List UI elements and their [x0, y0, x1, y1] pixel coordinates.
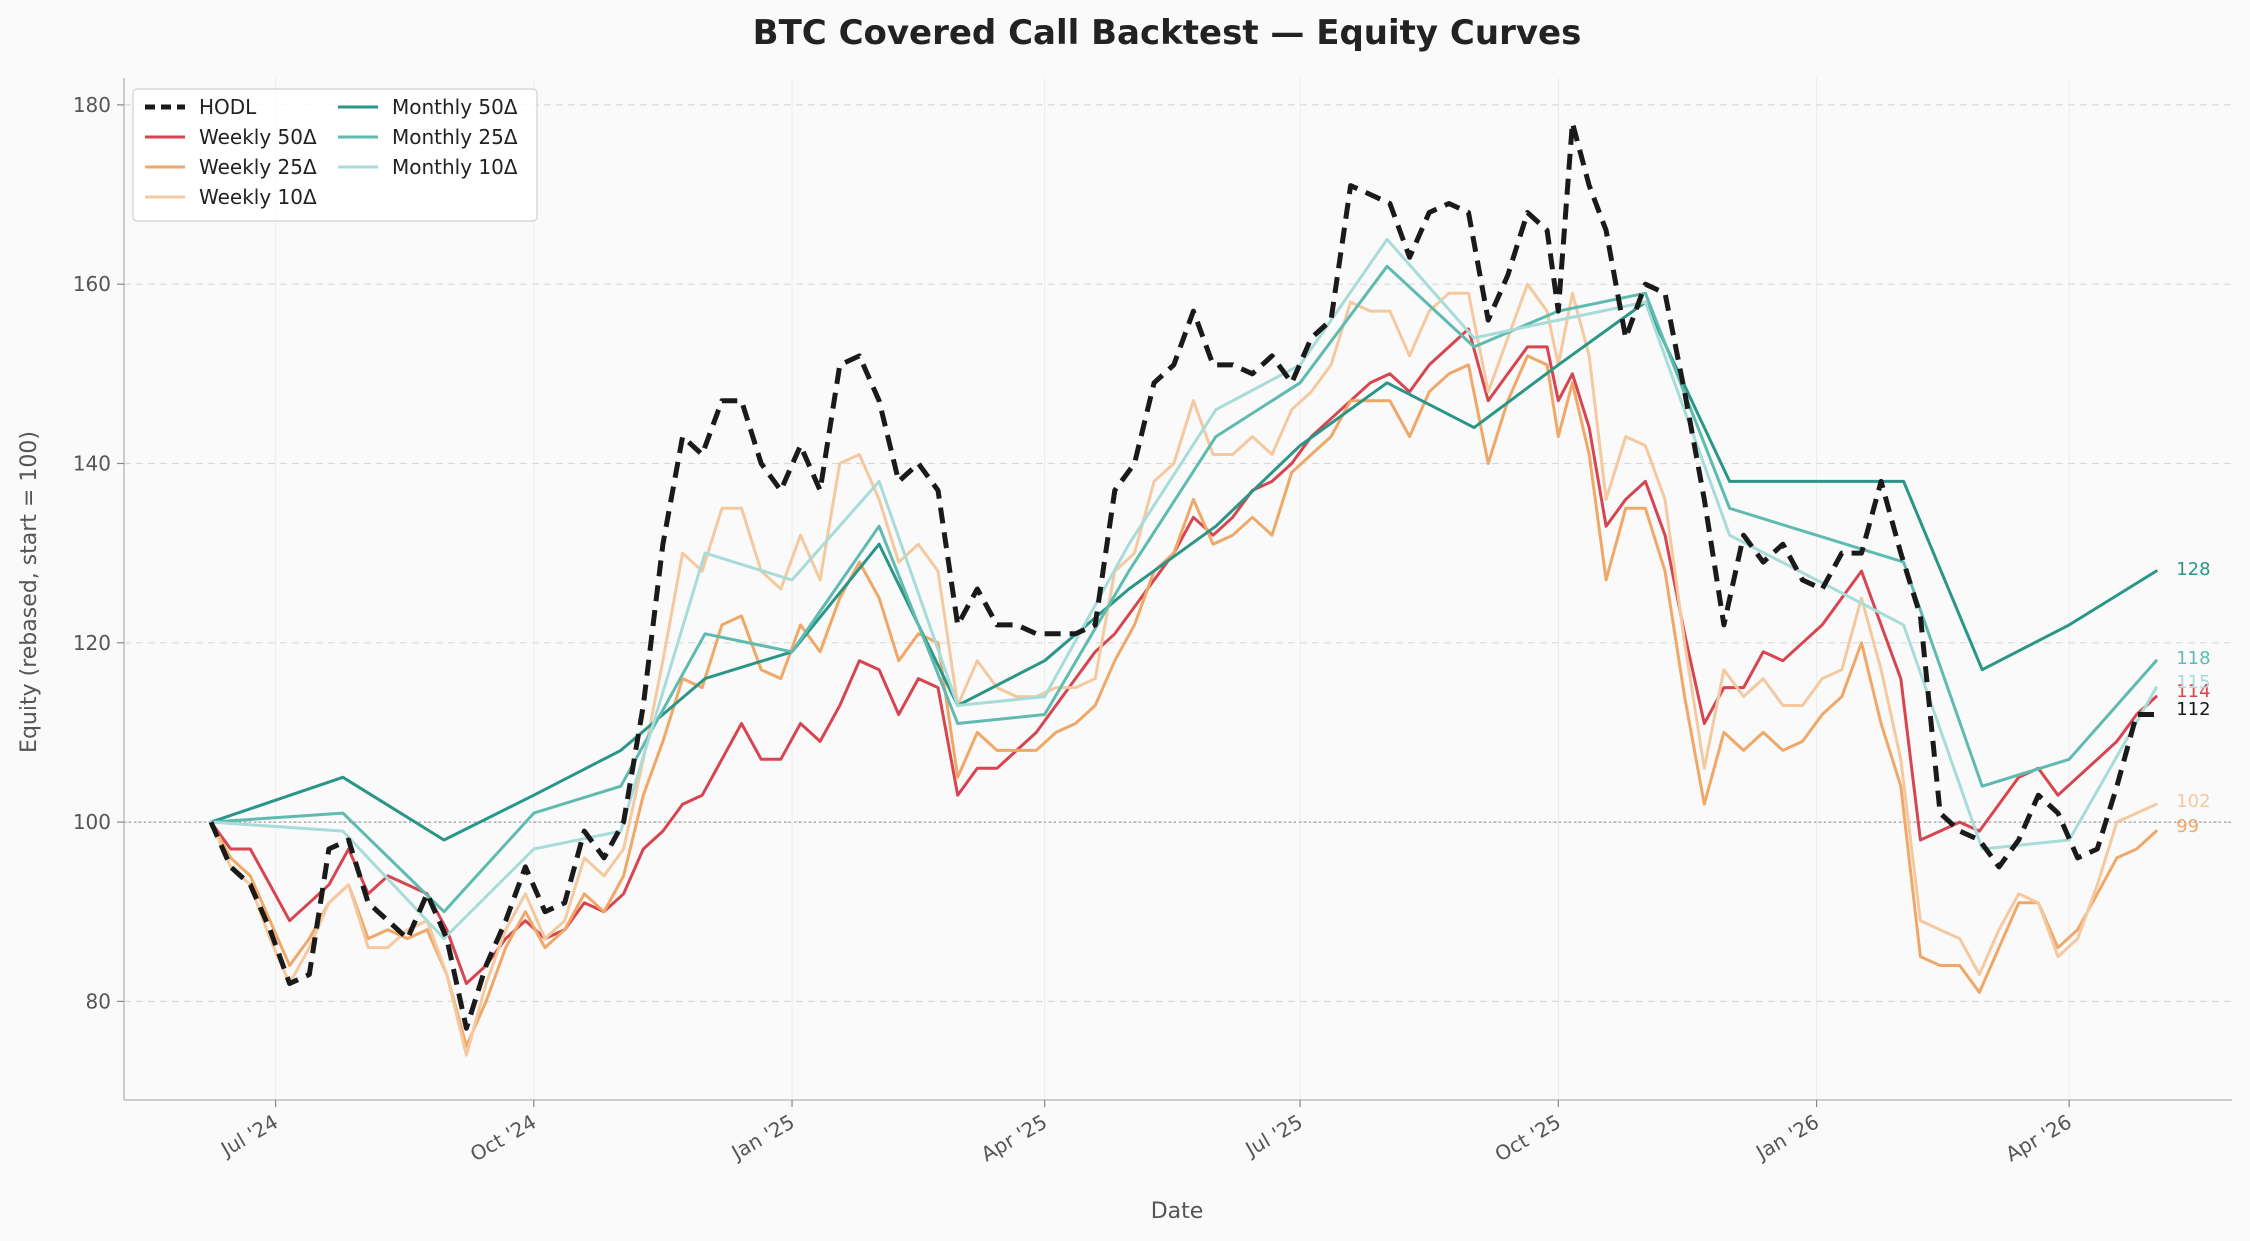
y-tick-label: 180 [73, 93, 111, 117]
series-line-monthly-50 [209, 300, 2158, 842]
legend-label-monthly-10: Monthly 10Δ [392, 155, 518, 179]
legend-label-weekly-25: Weekly 25Δ [199, 155, 317, 179]
x-tick-label: Jan '26 [1750, 1110, 1823, 1166]
end-label-weekly-25: 99 [2176, 816, 2199, 837]
y-tick-label: 100 [73, 810, 111, 834]
series-line-monthly-25 [209, 264, 2158, 914]
x-tick-label: Apr '25 [977, 1110, 1051, 1167]
plot-area: 80 100 120 140 160 180 Jul '24 Oct '24 Jan '25 Ap… [73, 78, 2232, 1166]
x-tick-label: Apr '26 [2001, 1110, 2075, 1167]
legend-label-monthly-25: Monthly 25Δ [392, 125, 518, 149]
series-line-hodl [208, 120, 2157, 1031]
end-label-monthly-10: 115 [2176, 672, 2210, 693]
legend-label-weekly-10: Weekly 10Δ [199, 185, 317, 209]
chart-title: BTC Covered Call Backtest — Equity Curve… [753, 13, 1582, 53]
x-tick-label: Jul '25 [1240, 1110, 1307, 1163]
legend-label-monthly-50: Monthly 50Δ [392, 95, 518, 119]
legend-box [132, 88, 538, 222]
y-axis-title: Equity (rebased, start = 100) [17, 431, 42, 753]
x-axis-title: Date [1151, 1199, 1204, 1224]
legend-label-weekly-50: Weekly 50Δ [199, 125, 317, 149]
y-tick-label: 120 [73, 631, 111, 655]
legend-label-hodl: HODL [199, 95, 257, 119]
x-tick-label: Oct '24 [466, 1110, 540, 1167]
x-tick-label: Jan '25 [726, 1110, 799, 1166]
end-label-hodl: 112 [2176, 699, 2210, 720]
end-label-weekly-10: 102 [2176, 791, 2210, 812]
series-line-weekly-10 [209, 282, 2158, 1057]
legend: HODL Weekly 50Δ Weekly 25Δ Weekly 10Δ Monthl… [132, 88, 538, 222]
series-line-weekly-25 [209, 354, 2158, 1048]
y-tick-label: 140 [73, 451, 111, 475]
series-line-monthly-10 [209, 237, 2158, 941]
y-tick-label: 80 [86, 989, 111, 1013]
end-label-weekly-50: 114 [2176, 681, 2210, 702]
y-tick-label: 160 [73, 272, 111, 296]
end-label-monthly-25: 118 [2176, 648, 2210, 669]
end-label-monthly-50: 128 [2176, 559, 2210, 580]
x-tick-label: Jul '24 [215, 1110, 282, 1163]
x-tick-label: Oct '25 [1491, 1110, 1565, 1167]
